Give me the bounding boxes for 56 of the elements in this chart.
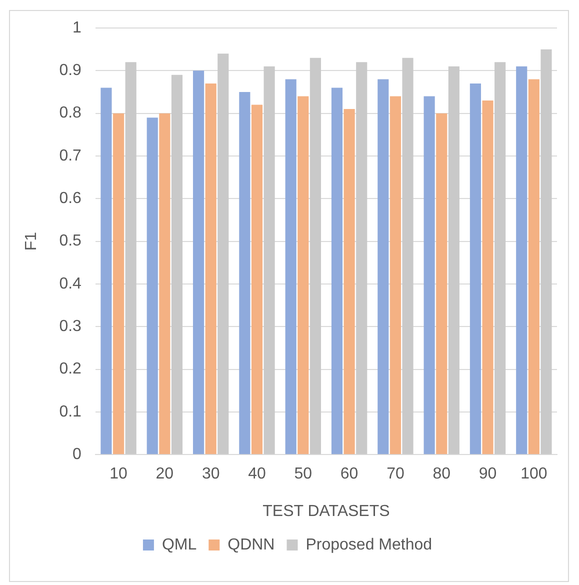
- bar: [344, 109, 355, 454]
- bar: [528, 79, 540, 454]
- bar: [516, 66, 528, 454]
- x-tick-label: 50: [294, 466, 312, 483]
- bar: [540, 49, 552, 454]
- y-axis-title: F1: [23, 232, 40, 251]
- y-tick-label: 1: [72, 19, 82, 36]
- bar: [205, 83, 216, 454]
- bar: [402, 58, 414, 454]
- bar: [171, 74, 183, 454]
- y-tick-label: 0.4: [59, 275, 82, 292]
- legend-label: QML: [162, 536, 197, 554]
- bar: [310, 58, 321, 454]
- bar: [378, 79, 389, 454]
- x-tick-label: 70: [386, 466, 404, 483]
- bar: [436, 113, 448, 454]
- y-tick-label: 0.5: [59, 232, 82, 250]
- x-tick-label: 20: [156, 466, 174, 483]
- bar: [285, 79, 296, 454]
- bar: [239, 92, 250, 454]
- bar: [298, 96, 309, 454]
- bar: [100, 88, 112, 454]
- y-tick-label: 0: [72, 446, 82, 464]
- bar: [192, 70, 204, 454]
- bar: [448, 66, 460, 454]
- bar: [125, 62, 136, 454]
- bar: [470, 83, 481, 454]
- x-tick-label: 60: [340, 466, 358, 483]
- legend-label: QDNN: [228, 536, 275, 554]
- bar: [390, 96, 401, 454]
- bar: [264, 66, 275, 454]
- bar: [494, 62, 506, 454]
- y-tick-label: 0.2: [59, 360, 82, 378]
- y-tick-label: 0.7: [59, 147, 82, 164]
- bar: [146, 118, 158, 454]
- bar: [218, 54, 229, 454]
- x-tick-label: 100: [520, 466, 548, 483]
- bar: [159, 113, 170, 454]
- x-tick-label: 90: [478, 466, 497, 483]
- bar: [331, 88, 343, 454]
- x-tick-label: 10: [110, 466, 128, 483]
- y-tick-label: 0.3: [59, 318, 82, 336]
- y-tick-label: 0.6: [59, 190, 82, 208]
- bar: [251, 104, 263, 454]
- bar: [356, 62, 368, 454]
- bar: [112, 113, 124, 454]
- bar: [482, 100, 494, 454]
- x-axis-title: TEST DATASETS: [262, 502, 390, 520]
- y-tick-label: 0.9: [59, 62, 82, 80]
- x-tick-label: 40: [248, 466, 266, 483]
- legend-label: Proposed Method: [306, 536, 432, 554]
- bar: [424, 96, 435, 454]
- x-tick-label: 80: [432, 466, 451, 483]
- x-tick-label: 30: [202, 466, 220, 483]
- y-tick-label: 0.8: [59, 104, 82, 122]
- y-tick-label: 0.1: [59, 403, 82, 420]
